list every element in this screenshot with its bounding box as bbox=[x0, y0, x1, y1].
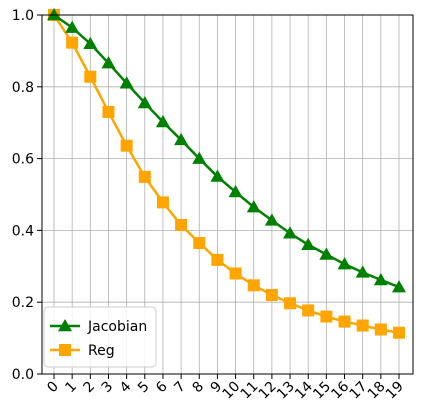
plot-frame bbox=[41, 14, 414, 375]
data-point-jacobian bbox=[65, 20, 80, 33]
data-point-jacobian bbox=[283, 226, 298, 239]
x-tick-label: 6 bbox=[153, 378, 171, 396]
data-point-reg bbox=[320, 310, 333, 323]
y-tick-label: 0.6 bbox=[12, 152, 34, 168]
data-point-jacobian bbox=[301, 237, 316, 251]
y-axis: 0.0 0.2 0.4 0.6 0.8 1.0 bbox=[12, 8, 42, 383]
x-tick-label: 1 bbox=[62, 379, 80, 397]
x-tick-label: 19 bbox=[383, 379, 407, 403]
data-point-reg bbox=[247, 279, 260, 292]
y-tick-label: 0.0 bbox=[12, 367, 34, 383]
y-tick-label: 0.2 bbox=[12, 295, 34, 311]
data-point-reg bbox=[284, 297, 297, 310]
legend-box bbox=[43, 306, 157, 368]
y-tick-label: 1.0 bbox=[12, 8, 34, 24]
data-point-jacobian bbox=[47, 8, 61, 21]
x-tick-label: 2 bbox=[81, 379, 99, 397]
y-tick-label: 0.4 bbox=[12, 223, 34, 239]
data-point-reg bbox=[374, 323, 387, 336]
x-tick-label: 4 bbox=[117, 378, 135, 396]
data-point-jacobian bbox=[174, 132, 189, 146]
data-point-jacobian bbox=[337, 257, 352, 270]
x-tick-label: 8 bbox=[189, 379, 207, 397]
data-point-jacobian bbox=[392, 280, 406, 293]
data-point-jacobian bbox=[210, 169, 225, 182]
data-point-jacobian bbox=[101, 56, 116, 69]
data-point-reg bbox=[175, 219, 188, 232]
data-point-reg bbox=[211, 253, 224, 266]
x-tick-label: 3 bbox=[99, 379, 117, 397]
data-point-reg bbox=[66, 36, 79, 49]
data-point-jacobian bbox=[83, 36, 98, 49]
data-point-reg bbox=[356, 319, 369, 332]
data-point-reg bbox=[193, 236, 206, 249]
legend-marker-reg bbox=[59, 344, 71, 356]
x-tick-label: 7 bbox=[171, 379, 189, 397]
data-point-reg bbox=[84, 70, 97, 83]
legend-marker-jacobian bbox=[58, 319, 72, 332]
data-point-jacobian bbox=[355, 265, 370, 278]
data-point-jacobian bbox=[228, 184, 243, 198]
data-point-reg bbox=[393, 326, 405, 339]
data-point-jacobian bbox=[192, 151, 207, 164]
legend-label-reg: Reg bbox=[88, 343, 115, 359]
legend-label-jacobian: Jacobian bbox=[87, 319, 147, 335]
series-reg bbox=[48, 9, 405, 339]
series-layer bbox=[47, 8, 406, 339]
data-point-reg bbox=[156, 196, 169, 209]
data-point-jacobian bbox=[137, 95, 152, 109]
data-point-jacobian bbox=[119, 76, 134, 89]
data-point-jacobian bbox=[246, 200, 261, 213]
series-jacobian bbox=[47, 8, 406, 293]
data-point-reg bbox=[265, 289, 278, 302]
data-point-reg bbox=[302, 304, 315, 317]
data-point-reg bbox=[102, 105, 115, 118]
legend: Jacobian Reg bbox=[43, 306, 157, 368]
data-point-jacobian bbox=[264, 213, 279, 226]
data-point-jacobian bbox=[373, 272, 388, 286]
data-point-reg bbox=[338, 315, 351, 328]
x-tick-label: 0 bbox=[44, 379, 62, 397]
data-point-reg bbox=[229, 267, 242, 280]
data-point-reg bbox=[120, 139, 133, 152]
x-tick-label: 5 bbox=[135, 379, 153, 397]
data-point-reg bbox=[138, 170, 151, 183]
data-point-jacobian bbox=[319, 247, 334, 260]
data-point-jacobian bbox=[155, 114, 170, 128]
y-tick-label: 0.8 bbox=[12, 80, 34, 96]
